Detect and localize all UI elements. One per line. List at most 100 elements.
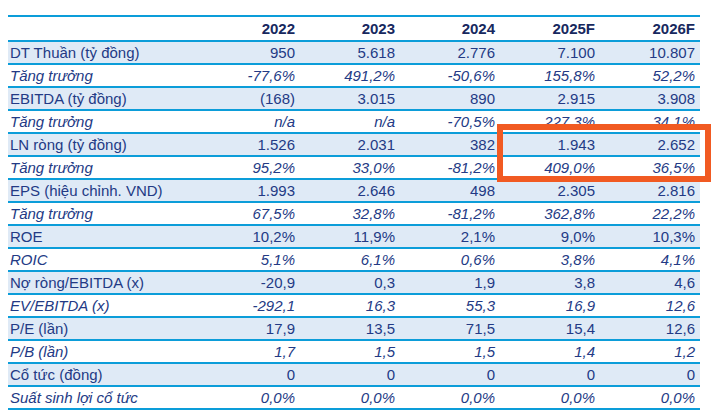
value-cell: 0 (600, 364, 700, 385)
value-cell: -70,5% (400, 111, 500, 132)
row-label: Tăng trưởng (8, 203, 200, 224)
value-cell: -81,2% (400, 157, 500, 178)
table-row: EPS (hiệu chỉnh. VND)1.9932.6464982.3052… (8, 180, 700, 203)
value-cell: 491,2% (300, 65, 400, 86)
value-cell: 0,0% (400, 387, 500, 408)
table-row: Cổ tức (đồng)00000 (8, 364, 700, 387)
table-row: P/B (lần)1,71,51,51,41,2 (8, 341, 700, 364)
row-label: Nợ ròng/EBITDA (x) (8, 272, 200, 293)
value-cell: 4,6 (600, 272, 700, 293)
value-cell: 67,5% (200, 203, 300, 224)
column-header-2024: 2024 (400, 17, 500, 40)
row-label: EBITDA (tỷ đồng) (8, 88, 200, 109)
table-row: DT Thuần (tỷ đồng)9505.6182.7767.10010.8… (8, 42, 700, 65)
value-cell: 10.807 (600, 42, 700, 63)
value-cell: 227,3% (500, 111, 600, 132)
column-header-2026f: 2026F (600, 17, 700, 40)
row-label: EPS (hiệu chỉnh. VND) (8, 180, 200, 201)
value-cell: 12,6 (600, 318, 700, 339)
value-cell: 1,5 (300, 341, 400, 362)
value-cell: 2.652 (600, 134, 700, 155)
value-cell: 95,2% (200, 157, 300, 178)
table-row: Nợ ròng/EBITDA (x)-20,90,31,93,84,6 (8, 272, 700, 295)
row-label: ROIC (8, 249, 200, 270)
value-cell: 3,8 (500, 272, 600, 293)
table-row: EV/EBITDA (x)-292,116,355,316,912,6 (8, 295, 700, 318)
value-cell: 10,3% (600, 226, 700, 247)
value-cell: 5.618 (300, 42, 400, 63)
value-cell: 2.915 (500, 88, 600, 109)
value-cell: n/a (200, 111, 300, 132)
value-cell: 1,7 (200, 341, 300, 362)
row-label: P/E (lần) (8, 318, 200, 339)
column-header-2023: 2023 (300, 17, 400, 40)
value-cell: 3.908 (600, 88, 700, 109)
value-cell: 1,4 (500, 341, 600, 362)
value-cell: 10,2% (200, 226, 300, 247)
row-label: ROE (8, 226, 200, 247)
row-label: DT Thuần (tỷ đồng) (8, 42, 200, 63)
value-cell: 36,5% (600, 157, 700, 178)
table-row: Tăng trưởng-77,6%491,2%-50,6%155,8%52,2% (8, 65, 700, 88)
value-cell: -50,6% (400, 65, 500, 86)
table-row: P/E (lần)17,913,571,515,412,6 (8, 318, 700, 341)
value-cell: 13,5 (300, 318, 400, 339)
value-cell: -292,1 (200, 295, 300, 316)
value-cell: 12,6 (600, 295, 700, 316)
value-cell: 3.015 (300, 88, 400, 109)
value-cell: 55,3 (400, 295, 500, 316)
value-cell: 33,0% (300, 157, 400, 178)
value-cell: 0,6% (400, 249, 500, 270)
value-cell: 15,4 (500, 318, 600, 339)
row-label: EV/EBITDA (x) (8, 295, 200, 316)
value-cell: 0,0% (500, 387, 600, 408)
value-cell: 0,0% (300, 387, 400, 408)
value-cell: 17,9 (200, 318, 300, 339)
value-cell: 11,9% (300, 226, 400, 247)
header-blank-cell (8, 17, 200, 40)
table-row: ROE10,2%11,9%2,1%9,0%10,3% (8, 226, 700, 249)
value-cell: 0 (200, 364, 300, 385)
table-row: Tăng trưởng67,5%32,8%-81,2%362,8%22,2% (8, 203, 700, 226)
table-row: EBITDA (tỷ đồng)(168)3.0158902.9153.908 (8, 88, 700, 111)
value-cell: -20,9 (200, 272, 300, 293)
row-label: Tăng trưởng (8, 157, 200, 178)
table-row: Tăng trưởng95,2%33,0%-81,2%409,0%36,5% (8, 157, 700, 180)
value-cell: 4,1% (600, 249, 700, 270)
value-cell: 9,0% (500, 226, 600, 247)
value-cell: 2.305 (500, 180, 600, 201)
table-row: Suất sinh lợi cổ tức0,0%0,0%0,0%0,0%0,0% (8, 387, 700, 410)
value-cell: 1.943 (500, 134, 600, 155)
value-cell: 16,3 (300, 295, 400, 316)
value-cell: 0 (300, 364, 400, 385)
table-row: ROIC5,1%6,1%0,6%3,8%4,1% (8, 249, 700, 272)
value-cell: 1,5 (400, 341, 500, 362)
value-cell: 16,9 (500, 295, 600, 316)
value-cell: 2.776 (400, 42, 500, 63)
column-header-2025f: 2025F (500, 17, 600, 40)
value-cell: 0 (400, 364, 500, 385)
value-cell: 1,2 (600, 341, 700, 362)
value-cell: 22,2% (600, 203, 700, 224)
value-cell: (168) (200, 88, 300, 109)
value-cell: 7.100 (500, 42, 600, 63)
value-cell: 1,9 (400, 272, 500, 293)
value-cell: 0 (500, 364, 600, 385)
value-cell: 71,5 (400, 318, 500, 339)
row-label: Tăng trưởng (8, 65, 200, 86)
value-cell: 409,0% (500, 157, 600, 178)
column-header-2022: 2022 (200, 17, 300, 40)
value-cell: 950 (200, 42, 300, 63)
value-cell: 2,1% (400, 226, 500, 247)
value-cell: 1.526 (200, 134, 300, 155)
value-cell: 0,0% (600, 387, 700, 408)
row-label: LN ròng (tỷ đồng) (8, 134, 200, 155)
value-cell: 1.993 (200, 180, 300, 201)
table-header-row: 2022202320242025F2026F (8, 17, 700, 42)
value-cell: 5,1% (200, 249, 300, 270)
financial-summary-table: 2022202320242025F2026F DT Thuần (tỷ đồng… (8, 15, 700, 410)
value-cell: 3,8% (500, 249, 600, 270)
value-cell: 382 (400, 134, 500, 155)
row-label: Tăng trưởng (8, 111, 200, 132)
value-cell: 890 (400, 88, 500, 109)
